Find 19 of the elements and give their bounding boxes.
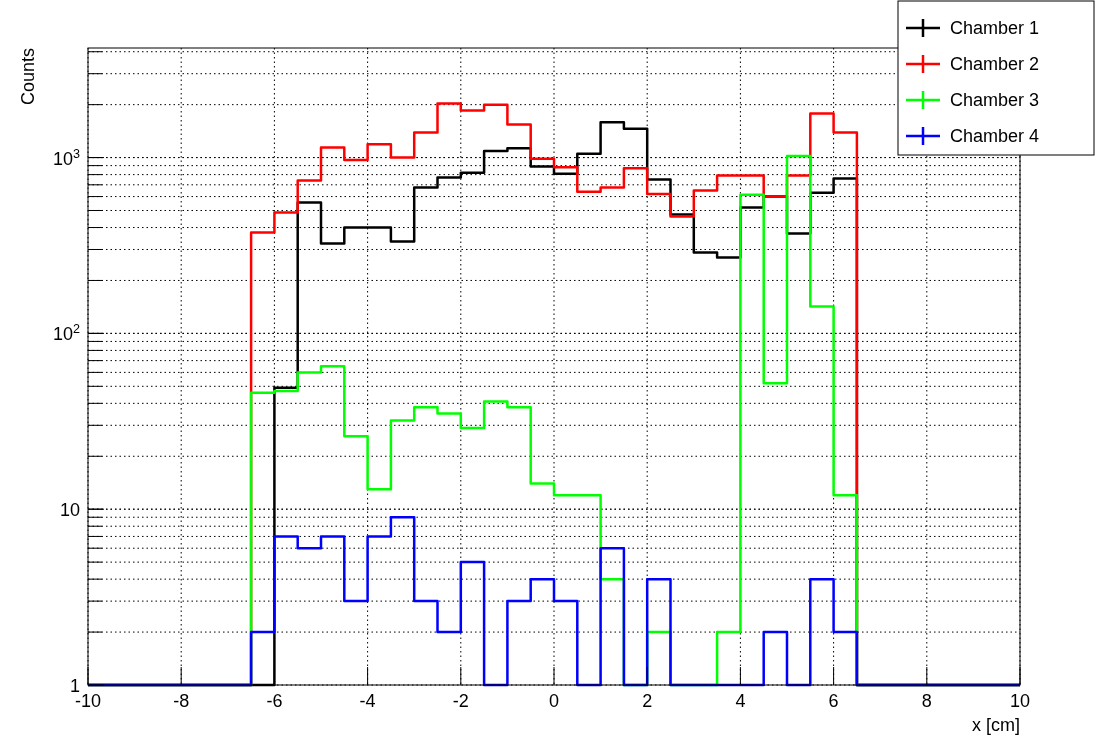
- x-tick-label: -4: [359, 691, 376, 711]
- x-tick-label: -2: [452, 691, 469, 711]
- x-tick-label: 6: [828, 691, 839, 711]
- legend-label: Chamber 4: [950, 126, 1040, 146]
- y-axis-title: Counts: [18, 48, 38, 106]
- legend-label: Chamber 2: [950, 54, 1040, 74]
- x-tick-label: 2: [642, 691, 653, 711]
- x-axis-title: x [cm]: [972, 715, 1020, 735]
- x-tick-label: -8: [173, 691, 190, 711]
- x-tick-label: 10: [1009, 691, 1031, 711]
- x-tick-label: -6: [266, 691, 283, 711]
- legend-label: Chamber 1: [950, 18, 1040, 38]
- y-tick-label: 10: [59, 500, 80, 521]
- x-tick-label: 8: [921, 691, 932, 711]
- y-tick-label: 10$^{2}$: [52, 322, 80, 345]
- x-tick-label: 4: [735, 691, 746, 711]
- x-tick-label: 0: [548, 691, 560, 711]
- y-tick-label: 10$^{3}$: [52, 146, 80, 169]
- legend-label: Chamber 3: [950, 90, 1040, 110]
